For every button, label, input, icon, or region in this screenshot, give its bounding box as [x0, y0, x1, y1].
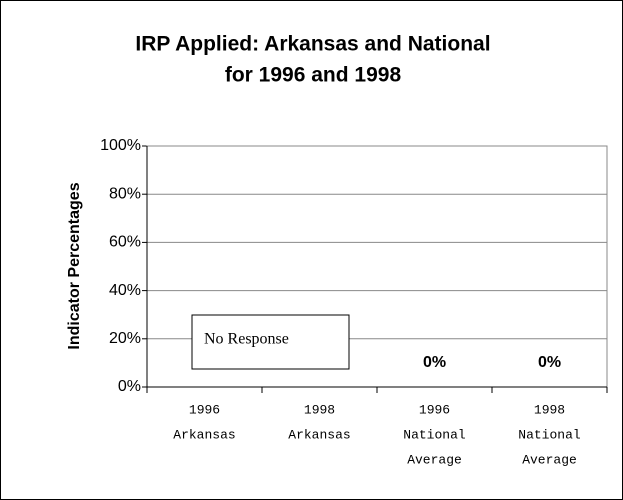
x-tick-label: Arkansas — [173, 427, 235, 442]
x-tick-label: Average — [522, 452, 577, 467]
x-tick-label: Arkansas — [288, 427, 350, 442]
chart-title: IRP Applied: Arkansas and National — [135, 33, 490, 56]
chart-title: for 1996 and 1998 — [225, 64, 402, 87]
y-tick-label: 100% — [100, 137, 141, 154]
y-axis-label: Indicator Percentages — [66, 182, 83, 349]
data-label: 0% — [423, 354, 446, 371]
annotation: No Response — [204, 331, 289, 348]
y-tick-label: 60% — [109, 234, 141, 251]
x-tick-label: 1996 — [189, 402, 220, 417]
x-tick-label: Average — [407, 452, 462, 467]
data-label: 0% — [538, 354, 561, 371]
y-tick-label: 80% — [109, 185, 141, 202]
y-tick-label: 40% — [109, 282, 141, 299]
annotation-box — [191, 314, 350, 370]
y-tick-label: 0% — [118, 378, 141, 395]
x-tick-label: 1998 — [304, 402, 335, 417]
x-tick-label: 1998 — [534, 402, 565, 417]
x-tick-label: 1996 — [419, 402, 450, 417]
x-tick-label: National — [403, 427, 466, 442]
y-tick-label: 20% — [109, 330, 141, 347]
x-tick-label: National — [518, 427, 581, 442]
